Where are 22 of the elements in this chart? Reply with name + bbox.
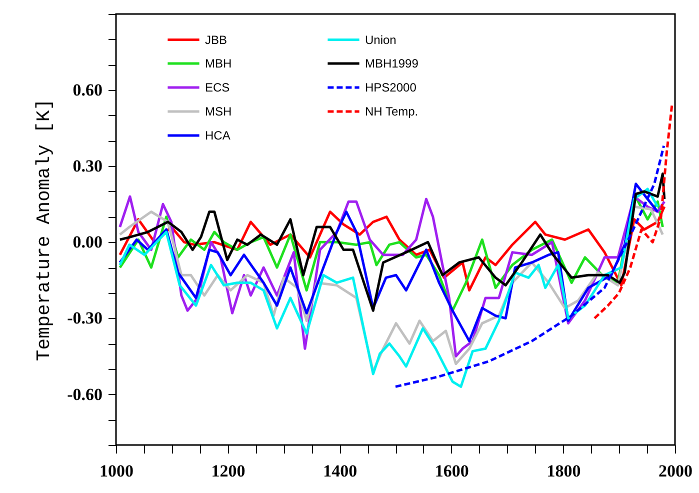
y-tick-label: 0.60 [72, 80, 102, 100]
y-tick-label: 0.00 [72, 232, 102, 252]
x-tick-label: 1600 [434, 462, 469, 480]
legend-label: HPS2000 [365, 80, 417, 94]
legend-label: MSH [205, 104, 232, 118]
x-tick-label: 1800 [546, 462, 581, 480]
x-tick-label: 1400 [323, 462, 358, 480]
line-series [118, 188, 659, 388]
legend-label: Union [365, 32, 396, 47]
x-tick-label: 1200 [211, 462, 246, 480]
legend-label: MBH [205, 56, 232, 70]
y-tick-label: -0.60 [67, 384, 102, 404]
x-tick-label: 2000 [658, 462, 692, 480]
legend-label: HCA [205, 128, 230, 142]
legend-label: ECS [205, 80, 230, 94]
x-tick-label: 1000 [100, 462, 134, 480]
y-tick-label: -0.30 [67, 308, 102, 328]
y-tick-label: 0.30 [72, 156, 102, 176]
legend-label: JBB [205, 32, 228, 47]
legend-label: NH Temp. [365, 104, 418, 118]
legend-label: MBH1999 [365, 56, 419, 70]
y-axis-title: Temperature Anomaly [K] [33, 98, 56, 362]
